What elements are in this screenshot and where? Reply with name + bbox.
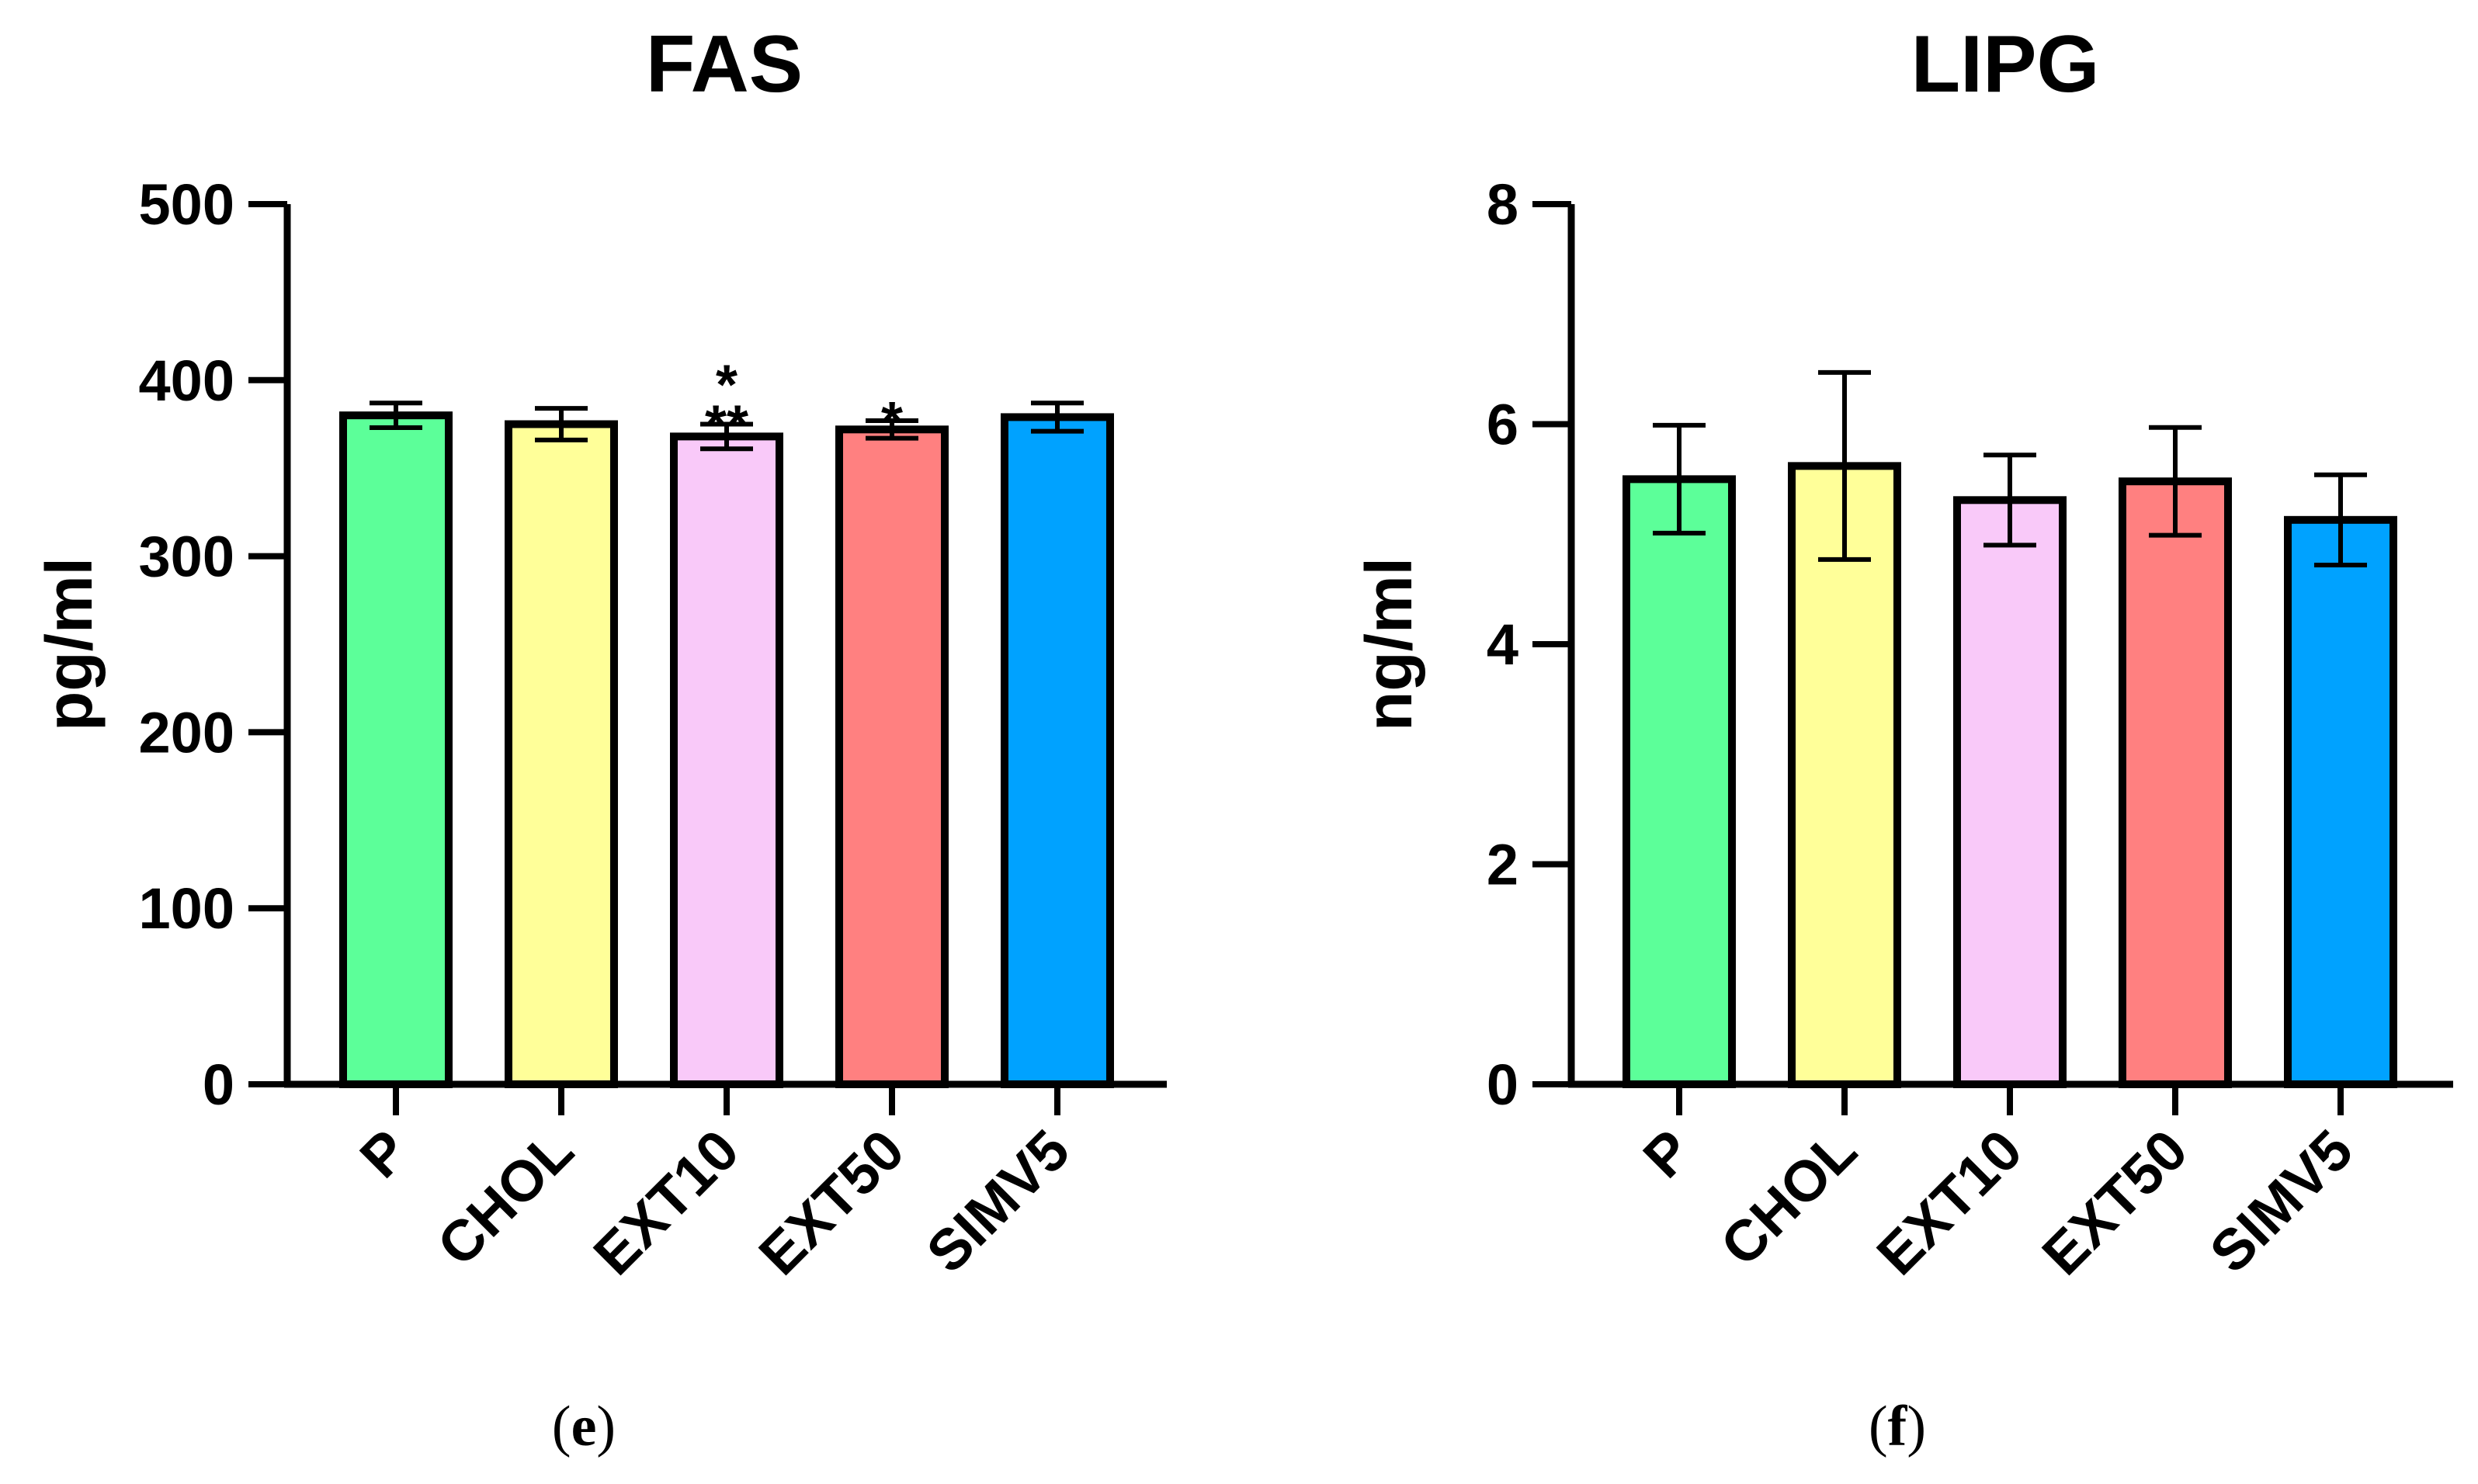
- error-bar-ext50: [866, 418, 918, 441]
- caption-open-paren: (: [552, 1395, 571, 1458]
- panel-caption: (f): [1869, 1395, 1926, 1458]
- bar-ext10: [1953, 496, 2067, 1088]
- significance-marker-ext10: *: [716, 355, 738, 417]
- y-tick-label: 0: [203, 1052, 234, 1117]
- bar-simv5: [1001, 413, 1114, 1088]
- error-bar-p: [370, 400, 422, 431]
- y-tick-label: 6: [1487, 393, 1518, 457]
- x-tick-label-chol: CHOL: [425, 1118, 585, 1278]
- y-tick-label: 8: [1487, 172, 1518, 237]
- error-bar-ext50: [2149, 425, 2202, 538]
- y-tick-label: 500: [139, 172, 234, 237]
- y-tick-label: 0: [1487, 1052, 1518, 1117]
- x-tick-label-chol: CHOL: [1708, 1118, 1869, 1278]
- y-tick-label: 400: [139, 348, 234, 413]
- bar-simv5: [2284, 515, 2397, 1088]
- chart-title: FAS: [646, 19, 803, 109]
- error-bar-p: [1653, 422, 1706, 536]
- x-tick-label-ext50: EXT50: [2030, 1118, 2200, 1288]
- x-tick-label-p: P: [1631, 1118, 1704, 1191]
- bar-p: [339, 411, 453, 1088]
- y-tick-label: 100: [139, 876, 234, 941]
- y-tick-label: 2: [1487, 833, 1518, 897]
- chart-title: LIPG: [1911, 19, 2100, 109]
- caption-open-paren: (: [1869, 1395, 1888, 1458]
- x-tick-label-ext50: EXT50: [747, 1118, 917, 1288]
- x-tick-label-ext10: EXT10: [1865, 1118, 2035, 1288]
- bar-ext10: [670, 432, 783, 1088]
- caption-close-paren: ): [596, 1395, 616, 1458]
- bar-ext50: [835, 425, 949, 1088]
- x-tick-label-p: P: [348, 1118, 421, 1191]
- error-bar-chol: [535, 406, 588, 442]
- error-bar-chol: [1818, 369, 1871, 562]
- y-tick-label: 300: [139, 525, 234, 589]
- bar-chol: [505, 420, 618, 1088]
- significance-marker-ext10: **: [705, 395, 748, 457]
- x-tick-label-simv5: SIMV5: [2198, 1118, 2365, 1285]
- y-axis-label: pg/ml: [33, 557, 106, 731]
- panel-caption: (e): [552, 1395, 616, 1458]
- y-axis-label: ng/ml: [1352, 557, 1425, 731]
- caption-letter: f: [1888, 1395, 1908, 1458]
- bar-p: [1622, 475, 1736, 1088]
- error-bar-simv5: [2314, 472, 2367, 567]
- caption-close-paren: ): [1907, 1395, 1926, 1458]
- y-tick-label: 4: [1487, 612, 1518, 677]
- error-bar-ext10: [700, 421, 753, 452]
- caption-letter: e: [571, 1395, 597, 1458]
- x-tick-label-simv5: SIMV5: [914, 1118, 1082, 1285]
- bar-ext50: [2119, 477, 2232, 1088]
- x-tick-label-ext10: EXT10: [581, 1118, 751, 1288]
- error-bar-simv5: [1031, 400, 1084, 434]
- error-bar-ext10: [1983, 452, 2036, 548]
- y-tick-label: 200: [139, 700, 234, 765]
- significance-marker-ext50: *: [881, 391, 903, 453]
